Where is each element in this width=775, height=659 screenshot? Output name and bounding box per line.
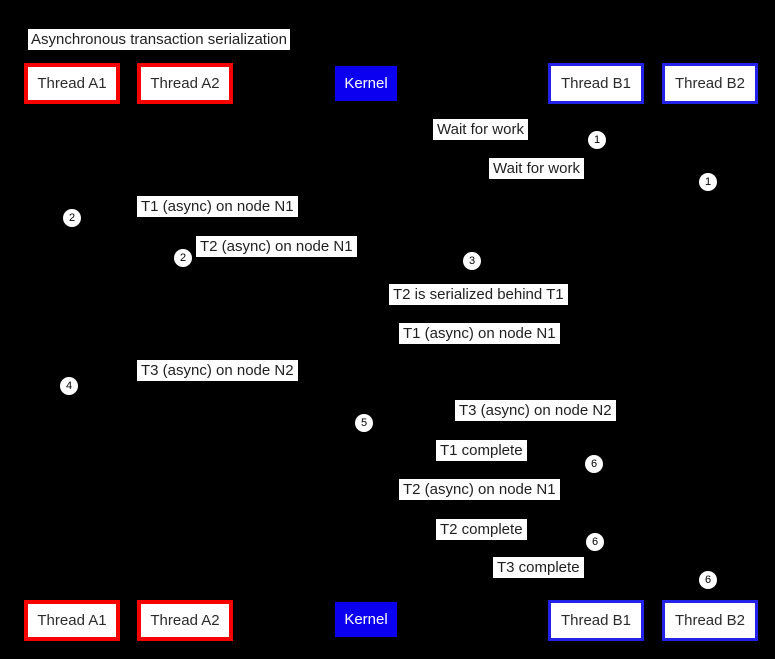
message-t2-async-node-n1-kernel: T2 (async) on node N1	[399, 479, 560, 500]
participant-thread-a1-top: Thread A1	[24, 63, 120, 104]
participant-thread-a1-bottom: Thread A1	[24, 600, 120, 641]
participant-thread-b1-top: Thread B1	[548, 63, 644, 104]
participant-kernel-top: Kernel	[335, 66, 397, 101]
message-t3-async-node-n2: T3 (async) on node N2	[137, 360, 298, 381]
step-marker-1-b2: 1	[699, 173, 717, 191]
step-marker-2-a1: 2	[63, 209, 81, 227]
diagram-title: Asynchronous transaction serialization	[28, 29, 290, 50]
message-t1-async-node-n1: T1 (async) on node N1	[137, 196, 298, 217]
step-marker-1-b1: 1	[588, 131, 606, 149]
step-marker-4-a1: 4	[60, 377, 78, 395]
step-marker-3-kernel: 3	[463, 252, 481, 270]
participant-thread-a2-bottom: Thread A2	[137, 600, 233, 641]
participant-kernel-bottom: Kernel	[335, 602, 397, 637]
message-t3-complete: T3 complete	[493, 557, 584, 578]
participant-thread-b2-bottom: Thread B2	[662, 600, 758, 641]
step-marker-6-b2: 6	[699, 571, 717, 589]
message-t1-complete: T1 complete	[436, 440, 527, 461]
step-marker-6-b1-first: 6	[585, 455, 603, 473]
message-t3-async-node-n2-kernel: T3 (async) on node N2	[455, 400, 616, 421]
message-wait-for-work-b2: Wait for work	[489, 158, 584, 179]
participant-thread-b1-bottom: Thread B1	[548, 600, 644, 641]
message-t2-serialized-behind-t1: T2 is serialized behind T1	[389, 284, 568, 305]
message-wait-for-work-b1: Wait for work	[433, 119, 528, 140]
message-t2-async-node-n1: T2 (async) on node N1	[196, 236, 357, 257]
message-t2-complete: T2 complete	[436, 519, 527, 540]
step-marker-2-a2: 2	[174, 249, 192, 267]
participant-thread-a2-top: Thread A2	[137, 63, 233, 104]
participant-thread-b2-top: Thread B2	[662, 63, 758, 104]
step-marker-5-kernel: 5	[355, 414, 373, 432]
message-t1-async-node-n1-kernel: T1 (async) on node N1	[399, 323, 560, 344]
step-marker-6-b1-second: 6	[586, 533, 604, 551]
